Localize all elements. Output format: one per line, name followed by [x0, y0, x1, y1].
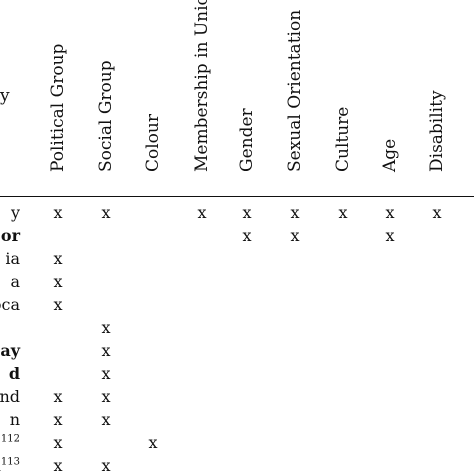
row-label-text: ia — [5, 249, 20, 268]
row-label: ia — [5, 249, 20, 268]
mark-social-group: x — [101, 364, 111, 383]
mark-political-group: x — [53, 410, 63, 429]
column-header-social-group: Social Group — [96, 60, 116, 172]
column-header-age: Age — [380, 138, 400, 172]
stub-column-header: y — [0, 86, 10, 106]
column-header-gender: Gender — [237, 108, 257, 172]
mark-gender: x — [242, 203, 252, 222]
mark-sexual-orientation: x — [290, 203, 300, 222]
row-label-text: oca — [0, 295, 20, 314]
row-label: y — [11, 203, 20, 222]
mark-political-group: x — [53, 203, 63, 222]
row-label-text: d — [8, 364, 20, 383]
mark-political-group: x — [53, 433, 63, 452]
row-label: and — [0, 387, 20, 406]
column-header-political-group: Political Group — [48, 43, 68, 172]
mark-colour: x — [148, 433, 158, 452]
row-label-text: y — [10, 203, 20, 222]
row-label: or — [1, 226, 20, 245]
mark-social-group: x — [101, 341, 111, 360]
column-header-colour: Colour — [143, 114, 163, 172]
row-label-text: ay — [0, 341, 20, 360]
mark-social-group: x — [101, 318, 111, 337]
mark-social-group: x — [101, 456, 111, 474]
row-label-text: a — [0, 456, 1, 474]
mark-age: x — [385, 203, 395, 222]
mark-disability: x — [432, 203, 442, 222]
row-label: 112 — [1, 433, 20, 452]
column-header-culture: Culture — [333, 106, 353, 172]
row-footnote-ref: 112 — [0, 433, 20, 445]
column-header-disability: Disability — [427, 90, 447, 172]
mark-age: x — [385, 226, 395, 245]
column-header-membership-in-union: Membership in Union — [192, 0, 212, 172]
row-label: ay — [0, 341, 20, 360]
row-label-text: and — [0, 387, 20, 406]
mark-sexual-orientation: x — [290, 226, 300, 245]
row-label: n — [10, 410, 20, 429]
mark-gender: x — [242, 226, 252, 245]
mark-political-group: x — [53, 272, 63, 291]
mark-social-group: x — [101, 410, 111, 429]
mark-political-group: x — [53, 249, 63, 268]
row-label: oca — [0, 295, 20, 314]
mark-social-group: x — [101, 387, 111, 406]
mark-political-group: x — [53, 456, 63, 474]
row-label: a — [10, 272, 20, 291]
column-header-sexual-orientation: Sexual Orientation — [285, 9, 305, 172]
mark-social-group: x — [101, 203, 111, 222]
row-label: d — [9, 364, 20, 383]
mark-membership-in-union: x — [197, 203, 207, 222]
mark-culture: x — [338, 203, 348, 222]
row-footnote-ref: 113 — [0, 456, 20, 468]
header-rule — [0, 196, 474, 197]
mark-political-group: x — [53, 295, 63, 314]
row-label-text: or — [0, 226, 20, 245]
mark-political-group: x — [53, 387, 63, 406]
row-label-text: n — [9, 410, 20, 429]
row-label-text: a — [10, 272, 20, 291]
row-label: a113 — [0, 456, 20, 474]
